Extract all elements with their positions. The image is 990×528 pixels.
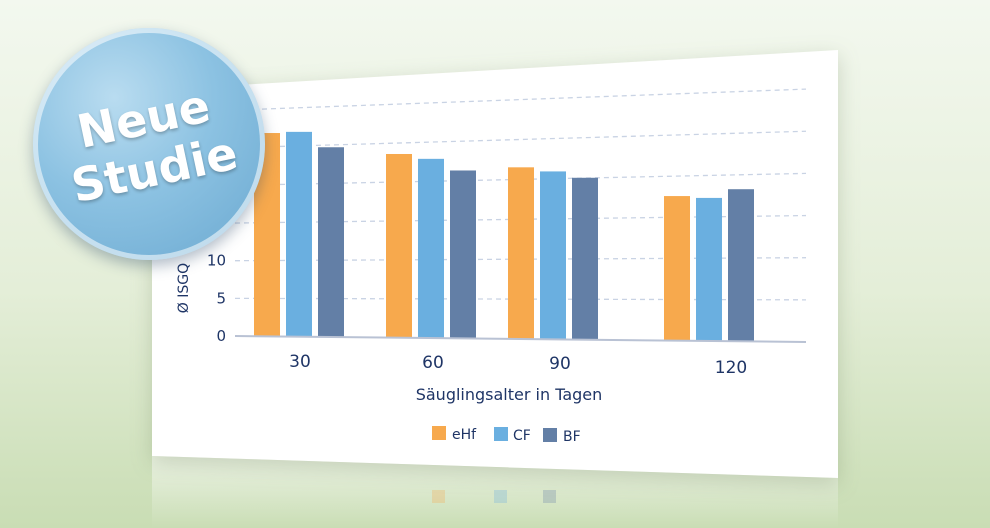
bars <box>254 131 754 342</box>
x-axis-line <box>234 335 807 343</box>
bar-bf-30 <box>318 147 344 338</box>
legend: eHf CF BF <box>432 426 581 445</box>
legend-label-ehf: eHf <box>452 427 477 443</box>
legend-label-bf: BF <box>563 429 581 445</box>
legend-reflection <box>432 490 556 503</box>
legend-swatch-ehf <box>432 426 446 440</box>
x-tick-label-120: 120 <box>715 358 747 378</box>
new-study-badge: Neue Studie <box>33 28 265 260</box>
bar-cf-30 <box>286 131 312 337</box>
y-axis-title: Ø ISGQ <box>176 263 192 313</box>
y-tick-label: 10 <box>207 252 226 270</box>
x-tick-label-60: 60 <box>422 353 444 373</box>
legend-label-cf: CF <box>513 428 531 444</box>
bar-ehf-120 <box>664 196 690 341</box>
x-tick-label-90: 90 <box>549 354 571 374</box>
x-tick-labels: 30 60 90 120 <box>289 352 747 378</box>
bar-bf-90 <box>572 177 598 340</box>
bar-bf-120 <box>728 189 754 342</box>
bar-ehf-90 <box>508 167 534 340</box>
x-axis-title: Säuglingsalter in Tagen <box>416 385 603 404</box>
bar-ehf-60 <box>386 153 412 338</box>
y-tick-labels: 0 5 10 <box>207 252 226 345</box>
bar-cf-120 <box>696 197 722 341</box>
bar-cf-90 <box>540 171 566 340</box>
bar-bf-60 <box>450 170 476 339</box>
legend-swatch-bf <box>543 428 557 442</box>
y-tick-label: 5 <box>216 289 226 307</box>
x-tick-label-30: 30 <box>289 352 311 372</box>
legend-swatch-cf <box>494 427 508 441</box>
bar-cf-60 <box>418 158 444 339</box>
y-tick-label: 0 <box>216 327 226 345</box>
card-reflection <box>152 456 838 528</box>
